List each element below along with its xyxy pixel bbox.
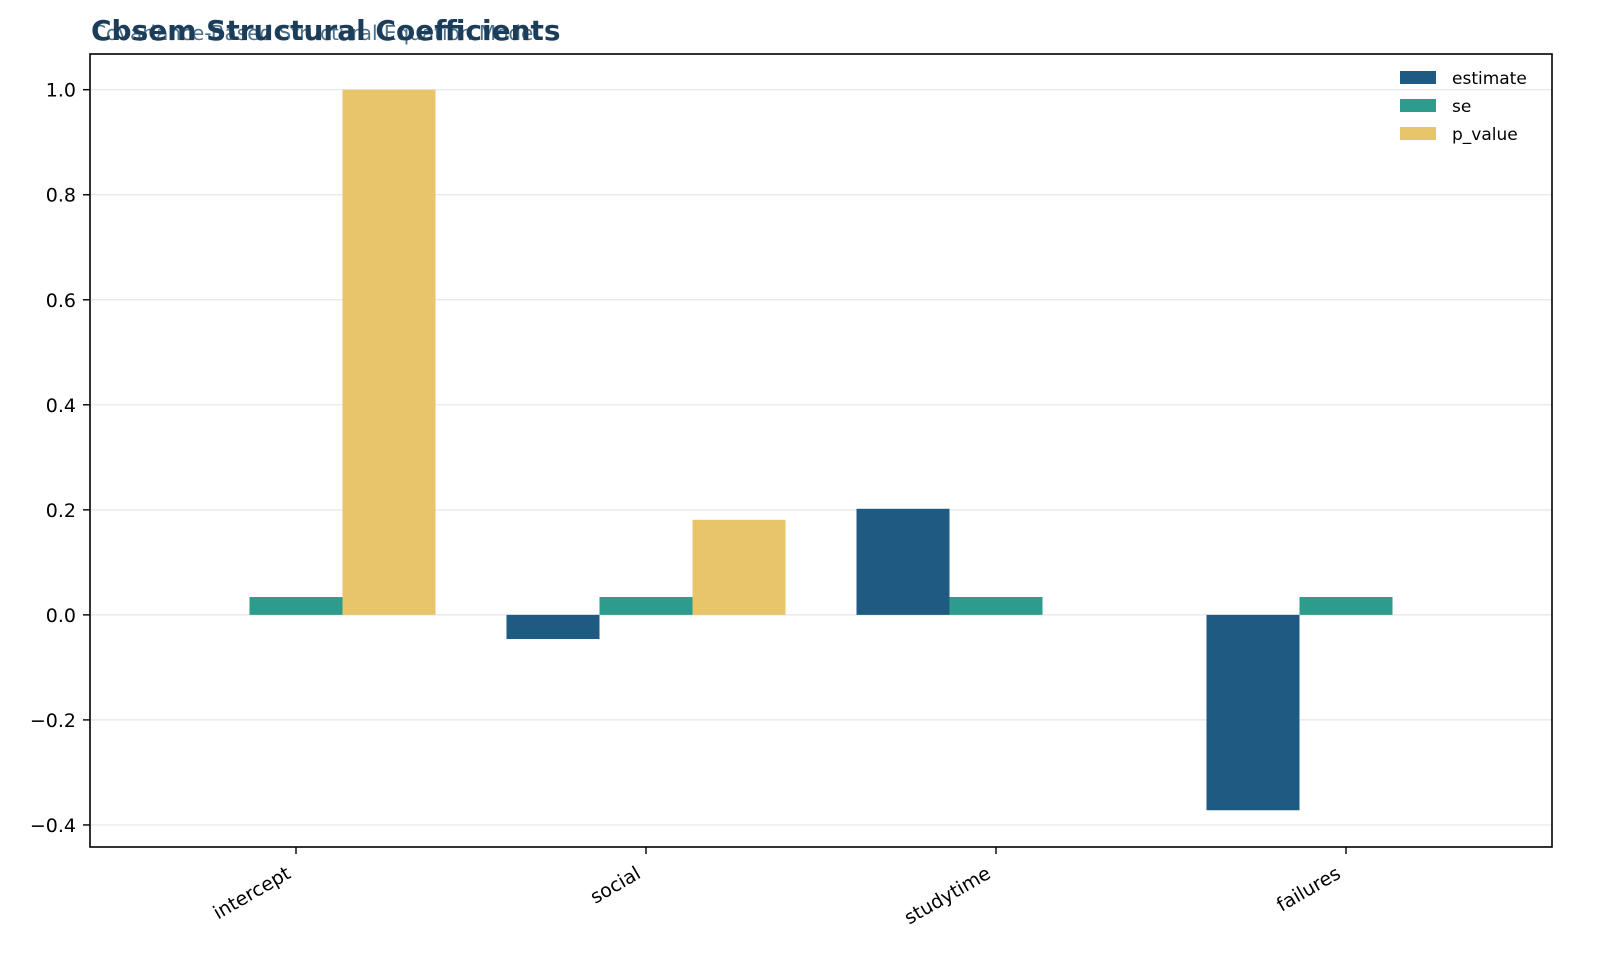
- chart-subtitle: Covariance-Based Structural Equation Mod…: [92, 21, 539, 45]
- chart-title: Cbsem Structural Coefficients: [91, 14, 561, 47]
- bar-se-failures: [1299, 597, 1393, 615]
- y-tick-label: −0.2: [30, 710, 76, 732]
- bar-estimate-studytime: [856, 508, 950, 615]
- legend-label-p_value: p_value: [1452, 125, 1518, 145]
- x-tick-label: intercept: [209, 862, 294, 924]
- y-tick-label: 0.8: [46, 185, 76, 207]
- gridlines: [90, 89, 1552, 826]
- bar-estimate-social: [506, 614, 600, 640]
- bar-se-intercept: [249, 597, 343, 615]
- legend-swatch-se: [1400, 99, 1436, 112]
- legend: estimate se p_value: [1400, 69, 1527, 145]
- legend-swatch-estimate: [1400, 71, 1436, 84]
- bar-estimate-failures: [1206, 614, 1300, 811]
- legend-label-se: se: [1452, 97, 1471, 117]
- y-tick-label: −0.4: [30, 815, 76, 837]
- x-tick-label: social: [587, 862, 645, 908]
- y-tick-label: 0.2: [46, 500, 76, 522]
- legend-label-estimate: estimate: [1452, 69, 1527, 89]
- x-axis: intercept social studytime failures: [209, 847, 1347, 929]
- bars: [249, 89, 1393, 811]
- plot-frame: [89, 53, 1553, 848]
- bar-p_value-social: [692, 519, 786, 615]
- y-tick-label: 0.4: [46, 395, 76, 417]
- bar-p_value-intercept: [342, 89, 436, 615]
- legend-swatch-p_value: [1400, 127, 1436, 140]
- y-axis: −0.4 −0.2 0.0 0.2 0.4 0.6 0.8 1.0: [30, 80, 90, 837]
- x-tick-label: failures: [1273, 862, 1345, 916]
- y-tick-label: 0.6: [46, 290, 76, 312]
- y-tick-label: 1.0: [46, 80, 76, 102]
- y-tick-label: 0.0: [46, 605, 76, 627]
- bar-se-social: [599, 597, 693, 615]
- x-tick-label: studytime: [901, 862, 995, 929]
- bar-se-studytime: [949, 597, 1043, 615]
